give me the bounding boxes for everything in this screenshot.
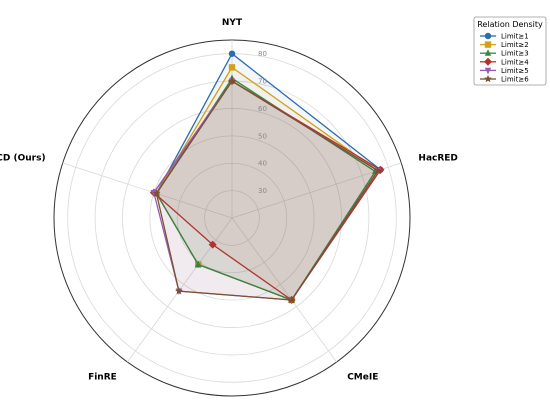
legend-label: Limit≥6 — [501, 76, 529, 84]
radar-axis-labels: 30 40 50 60 70 80 NYT HacRED CMeIE FinRE SNCD (Our… — [0, 18, 458, 383]
marker-square — [228, 64, 236, 71]
r-tick-label: 40 — [258, 160, 267, 168]
axis-label: CMeIE — [347, 373, 378, 383]
axis-label: NYT — [222, 18, 243, 28]
axis-label: FinRE — [88, 373, 117, 383]
legend-label: Limit≥2 — [501, 41, 529, 49]
legend-item: Limit≥4 — [480, 57, 529, 66]
r-tick-label: 30 — [258, 187, 267, 195]
marker-star — [287, 295, 296, 304]
series — [152, 77, 382, 304]
marker-diamond — [208, 240, 217, 249]
legend-item: Limit≥6 — [480, 75, 529, 84]
legend-label: Limit≥4 — [501, 58, 529, 66]
grid-spoke — [62, 162, 233, 219]
legend-label: Limit≥1 — [501, 33, 529, 41]
r-tick-label: 50 — [258, 132, 267, 140]
series-line — [155, 80, 379, 301]
marker-triangle-up — [194, 260, 202, 268]
legend-item: Limit≥1 — [480, 33, 529, 41]
axis-label: HacRED — [418, 153, 458, 163]
legend-item: Limit≥2 — [480, 41, 529, 49]
r-tick-label: 70 — [258, 78, 267, 86]
marker-triangle-up — [484, 49, 492, 56]
legend-title: Relation Density — [477, 20, 543, 29]
marker-circle — [228, 50, 236, 57]
r-tick-label: 60 — [258, 105, 267, 113]
legend-item: Limit≥5 — [480, 67, 529, 75]
marker-star — [484, 75, 492, 83]
marker-star — [152, 189, 161, 197]
legend-item: Limit≥3 — [480, 49, 529, 58]
marker-circle — [484, 32, 492, 40]
radar-series — [149, 50, 385, 304]
marker-square — [484, 41, 492, 48]
axis-label: SNCD (Ours) — [0, 153, 46, 163]
marker-diamond — [484, 57, 492, 66]
marker-triangle-down — [484, 67, 492, 75]
marker-star — [228, 77, 236, 85]
legend-label: Limit≥5 — [501, 67, 529, 75]
marker-star — [175, 287, 183, 295]
legend-frame — [473, 16, 547, 86]
grid-spoke — [231, 217, 337, 363]
legend-label: Limit≥3 — [501, 50, 529, 58]
r-tick-label: 80 — [258, 50, 267, 58]
marker-star — [374, 166, 382, 174]
legend: Relation DensityLimit≥1Limit≥2Limit≥3Lim… — [473, 16, 547, 86]
